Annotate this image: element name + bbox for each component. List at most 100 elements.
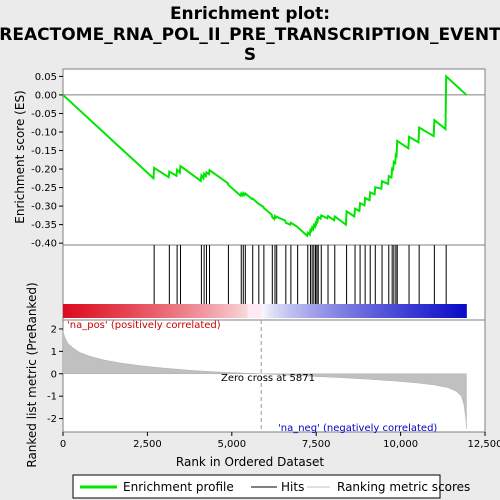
rank-bar-segment — [233, 304, 237, 318]
rank-bar-segment — [284, 304, 289, 318]
rank-bar-segment — [276, 304, 280, 318]
rank-bar-segment — [437, 304, 441, 318]
rank-bar-segment — [385, 304, 390, 318]
rank-bar-segment — [431, 304, 436, 318]
rank-bar-segment — [132, 304, 136, 318]
rank-bar-segment — [382, 304, 387, 318]
rank-bar-segment — [426, 304, 430, 318]
rank-bar-segment — [201, 304, 205, 318]
rank-bar-segment — [258, 304, 263, 318]
rank-bar-segment — [68, 304, 73, 318]
rank-bar-segment — [428, 304, 433, 318]
rank-bar-segment — [299, 304, 303, 318]
rank-bar-segment — [146, 304, 150, 318]
metric-y-axis: 2 1 0 -1 -2 — [47, 324, 63, 425]
metric-y-tick-label: 2 — [51, 324, 57, 335]
rank-bar-segment — [313, 304, 317, 318]
rank-bar-segment — [362, 304, 366, 318]
rank-bar-segment — [305, 304, 309, 318]
rank-bar-segment — [264, 304, 268, 318]
rank-bar-segment — [192, 304, 196, 318]
rank-bar-segment — [307, 304, 312, 318]
rank-bar-segment — [290, 304, 294, 318]
rank-bar-segment — [359, 304, 364, 318]
rank-bar-segment — [365, 304, 369, 318]
rank-bar-segment — [261, 304, 266, 318]
rank-color-bar — [63, 304, 467, 318]
rank-bar-segment — [322, 304, 326, 318]
rank-bar-segment — [86, 304, 90, 318]
rank-bar-segment — [238, 304, 243, 318]
x-axis: 0 2,500 5,000 7,500 10,000 12,500 — [60, 432, 500, 450]
rank-bar-segment — [212, 304, 217, 318]
ranking-metric-area — [62, 331, 467, 429]
rank-bar-segment — [443, 304, 447, 318]
rank-bar-segment — [356, 304, 361, 318]
es-y-tick-label: -0.35 — [31, 220, 57, 231]
metric-y-tick-label: -2 — [47, 414, 57, 425]
es-y-tick-label: 0.05 — [35, 72, 57, 83]
rank-bar-segment — [230, 304, 234, 318]
rank-bar-segment — [126, 304, 130, 318]
rank-bar-segment — [452, 304, 456, 318]
rank-bar-segment — [256, 304, 260, 318]
rank-bar-segment — [463, 304, 467, 318]
rank-bar-segment — [227, 304, 231, 318]
rank-bar-segment — [169, 304, 173, 318]
rank-bar-segment — [143, 304, 147, 318]
rank-bar-segment — [166, 304, 171, 318]
rank-bar-segment — [296, 304, 300, 318]
rank-bar-segment — [235, 304, 240, 318]
es-profile-line — [62, 74, 468, 238]
rank-bar-segment — [247, 304, 251, 318]
rank-bar-segment — [91, 304, 96, 318]
rank-bar-segment — [149, 304, 153, 318]
rank-bar-segment — [345, 304, 349, 318]
rank-bar-segment — [371, 304, 375, 318]
es-y-tick-label: -0.40 — [31, 239, 57, 250]
es-panel — [62, 68, 486, 246]
rank-bar-segment — [140, 304, 145, 318]
rank-bar-segment — [160, 304, 165, 318]
na-pos-label: 'na_pos' (positively correlated) — [67, 320, 221, 331]
rank-bar-segment — [129, 304, 133, 318]
rank-bar-segment — [328, 304, 332, 318]
rank-bar-segment — [348, 304, 352, 318]
rank-bar-segment — [446, 304, 450, 318]
metric-y-axis-label: Ranked list metric (PreRanked) — [25, 282, 39, 467]
rank-bar-segment — [267, 304, 271, 318]
rank-bar-segment — [172, 304, 176, 318]
rank-bar-segment — [397, 304, 401, 318]
rank-bar-segment — [273, 304, 277, 318]
rank-bar-segment — [181, 304, 185, 318]
rank-bar-segment — [405, 304, 410, 318]
rank-bar-segment — [117, 304, 122, 318]
rank-bar-segment — [342, 304, 346, 318]
rank-bar-segment — [152, 304, 156, 318]
rank-bar-segment — [377, 304, 381, 318]
rank-bar-segment — [319, 304, 323, 318]
rank-bar-segment — [408, 304, 413, 318]
rank-bar-segment — [106, 304, 110, 318]
rank-bar-segment — [65, 304, 70, 318]
rank-bar-segment — [241, 304, 245, 318]
x-tick-label: 0 — [60, 439, 66, 450]
rank-bar-segment — [155, 304, 159, 318]
rank-bar-segment — [379, 304, 384, 318]
es-y-tick-label: -0.20 — [31, 165, 57, 176]
rank-bar-segment — [97, 304, 101, 318]
rank-bar-segment — [388, 304, 392, 318]
rank-bar-segment — [111, 304, 116, 318]
rank-bar-segment — [449, 304, 453, 318]
rank-bar-segment — [218, 304, 222, 318]
rank-bar-segment — [83, 304, 87, 318]
es-y-tick-label: -0.30 — [31, 202, 57, 213]
title-line-3: S — [244, 45, 256, 65]
rank-bar-segment — [420, 304, 424, 318]
rank-bar-segment — [316, 304, 320, 318]
hit-markers — [153, 245, 447, 304]
rank-bar-segment — [351, 304, 355, 318]
rank-bar-segment — [63, 304, 67, 318]
rank-bar-segment — [100, 304, 104, 318]
rank-bar-segment — [270, 304, 274, 318]
